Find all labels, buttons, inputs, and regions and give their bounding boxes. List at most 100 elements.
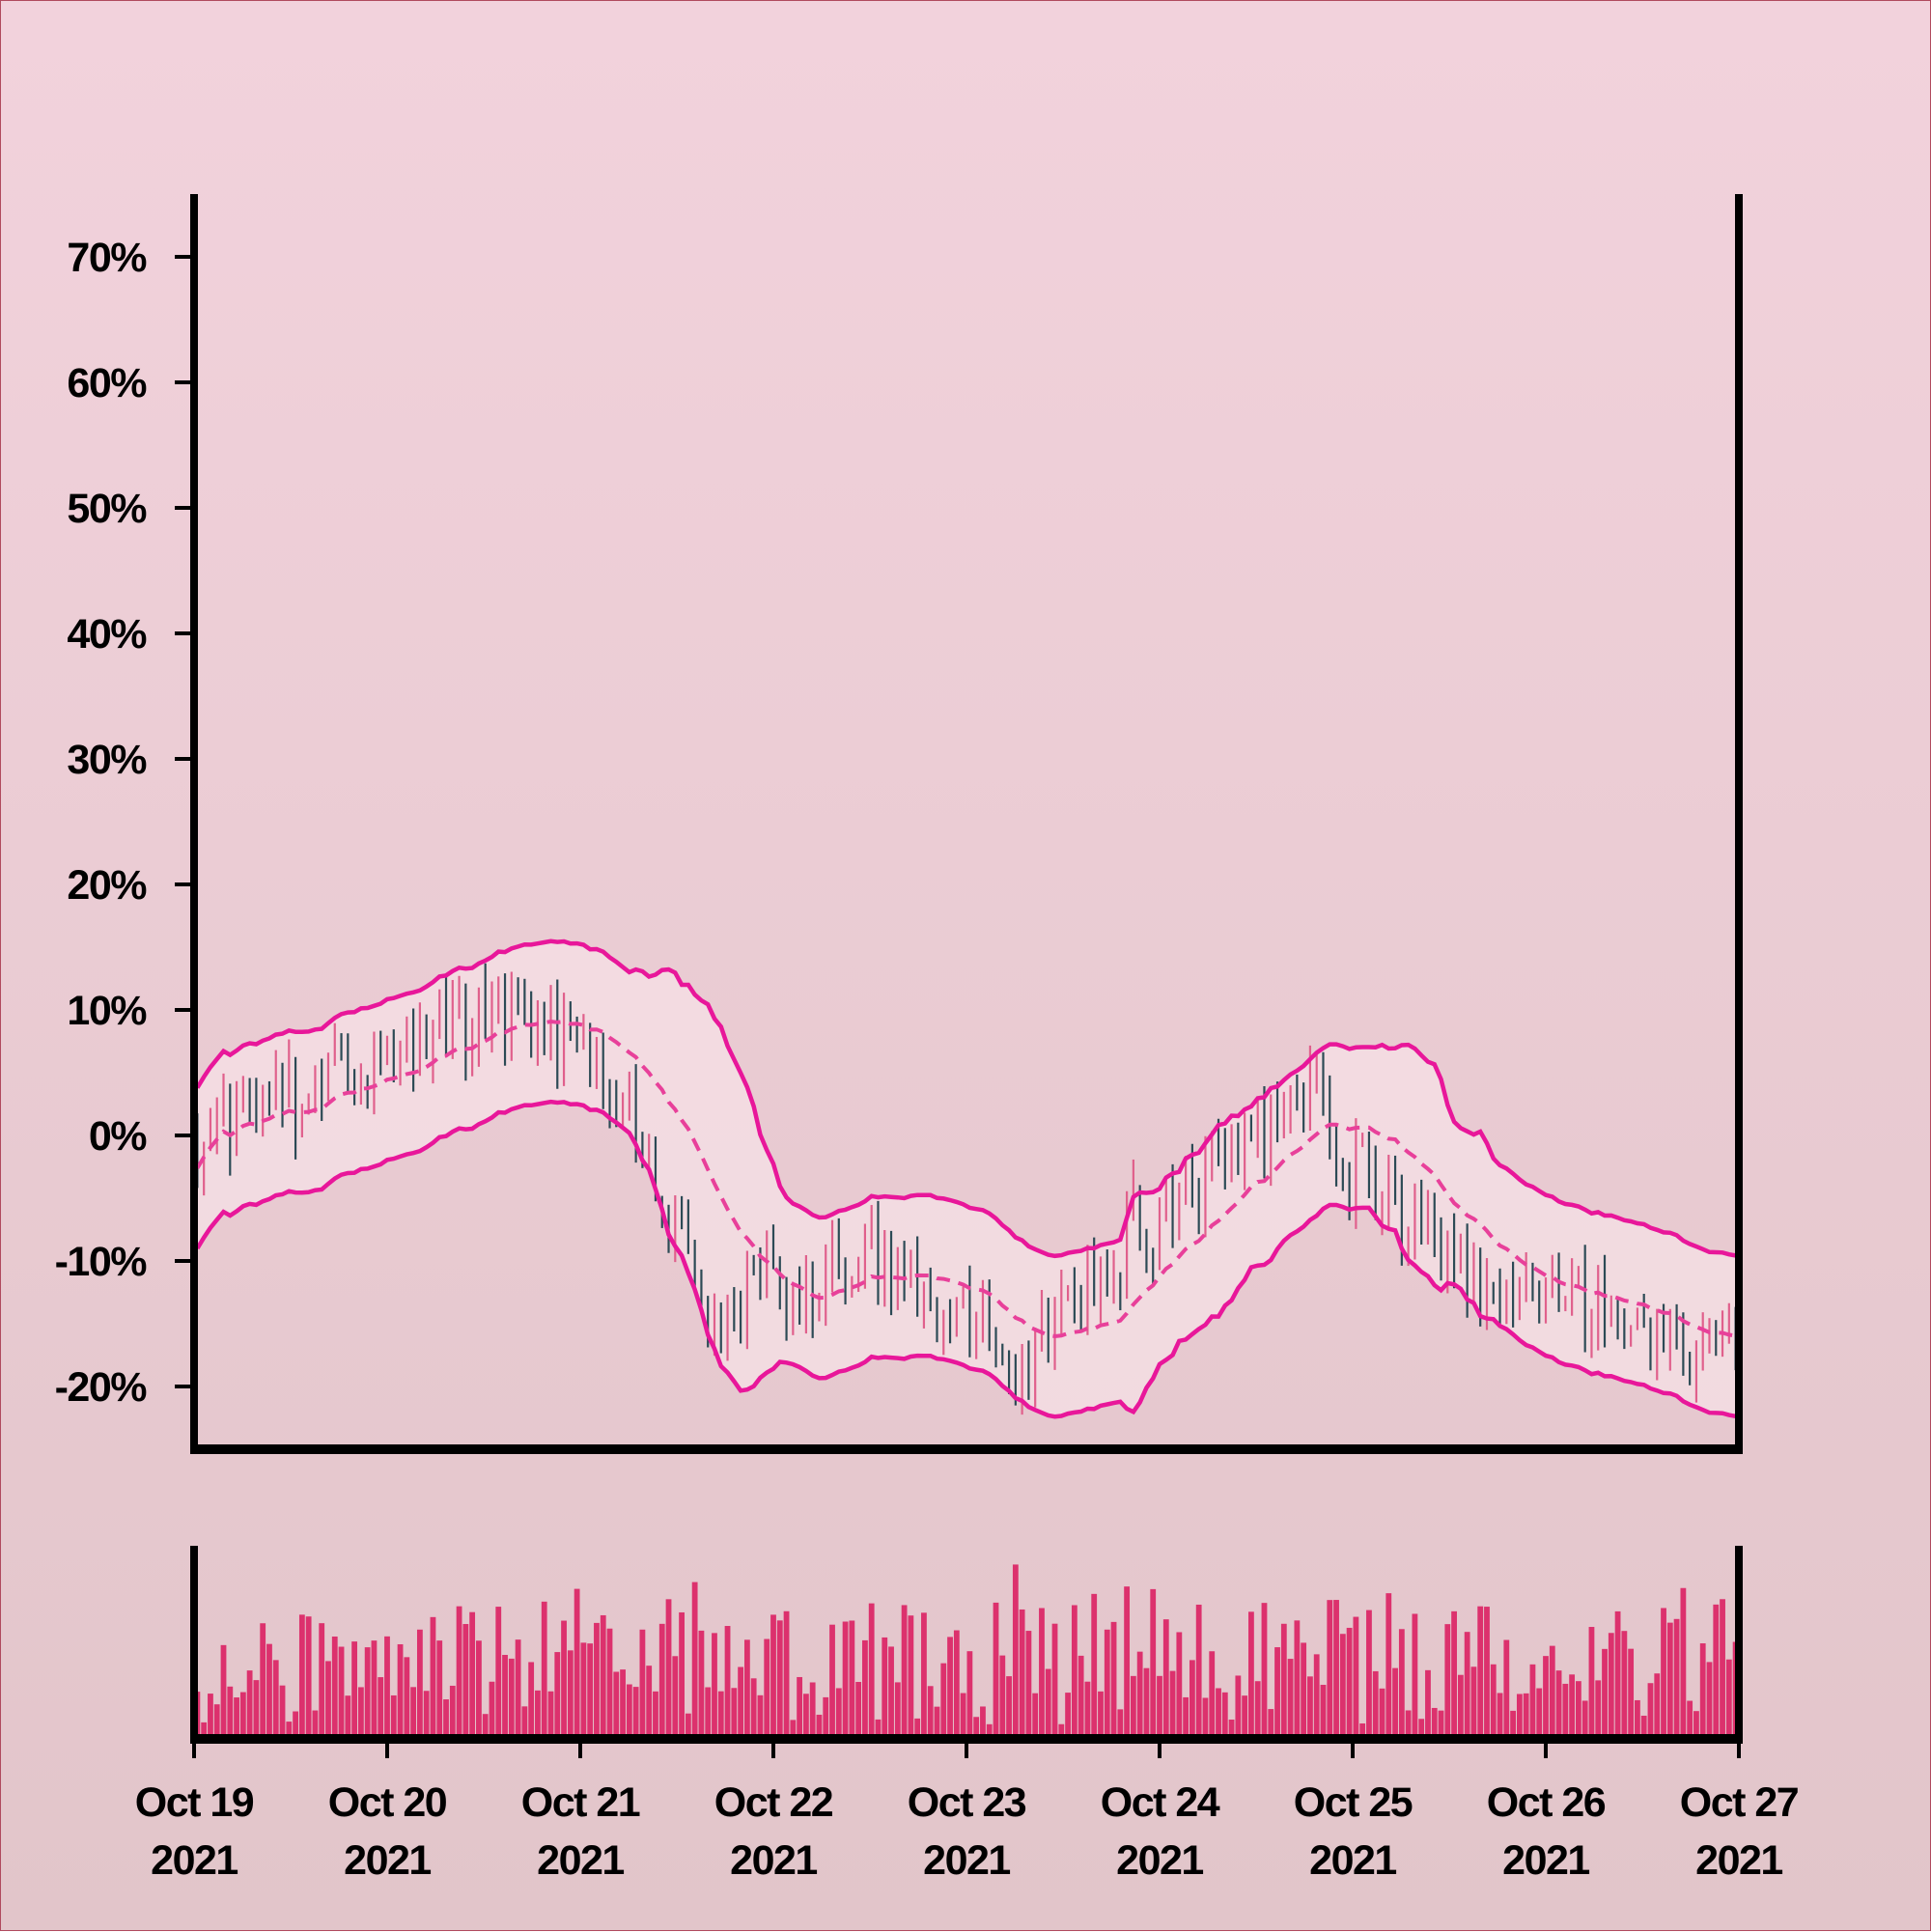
volume-bar-106	[888, 1646, 894, 1739]
volume-bar-128	[1032, 1693, 1039, 1739]
volume-bar-104	[875, 1719, 882, 1739]
bollinger-lower-band	[195, 1099, 1736, 1419]
volume-bar-100	[849, 1620, 855, 1739]
volume-bar-72	[665, 1599, 672, 1739]
volume-bar-5	[227, 1686, 234, 1739]
volume-bar-218	[1621, 1631, 1628, 1739]
volume-bar-35	[423, 1691, 430, 1739]
y-tick-label: 60%	[67, 360, 147, 406]
x-tick-label-year: 2021	[1309, 1837, 1396, 1884]
volume-bar-156	[1216, 1688, 1221, 1739]
volume-bar-231	[1706, 1662, 1713, 1739]
volume-bar-194	[1464, 1632, 1470, 1739]
volume-bar-212	[1581, 1700, 1588, 1739]
volume-bar-205	[1536, 1688, 1543, 1739]
volume-bar-173	[1327, 1600, 1333, 1739]
volume-bar-115	[947, 1637, 953, 1739]
y-tick-label: 10%	[67, 988, 147, 1034]
volume-bar-96	[823, 1696, 829, 1739]
volume-bar-69	[646, 1666, 653, 1739]
volume-bar-32	[404, 1657, 410, 1739]
volume-bar-79	[712, 1633, 717, 1739]
volume-bar-36	[430, 1616, 436, 1739]
volume-bar-44	[482, 1714, 489, 1739]
volume-bar-86	[757, 1694, 764, 1739]
volume-bar-13	[279, 1685, 286, 1739]
volume-bar-180	[1372, 1670, 1379, 1739]
volume-bar-198	[1490, 1664, 1497, 1739]
volume-bar-2	[208, 1694, 213, 1739]
volume-bar-47	[502, 1654, 508, 1739]
volume-bar-188	[1425, 1669, 1431, 1739]
volume-bar-174	[1333, 1600, 1339, 1739]
volume-bar-49	[515, 1639, 521, 1739]
volume-bar-144	[1136, 1651, 1143, 1739]
volume-bar-123	[999, 1655, 1006, 1739]
volume-bar-57	[567, 1650, 574, 1739]
volume-bar-210	[1569, 1674, 1576, 1739]
volume-bar-207	[1549, 1645, 1555, 1739]
volume-bar-73	[672, 1656, 679, 1739]
volume-bar-131	[1051, 1623, 1058, 1739]
volume-bar-225	[1666, 1622, 1673, 1739]
volume-bar-176	[1346, 1627, 1353, 1739]
volume-bar-162	[1254, 1681, 1261, 1739]
volume-bar-39	[449, 1685, 456, 1739]
volume-bar-143	[1130, 1675, 1136, 1739]
volume-bar-133	[1065, 1693, 1071, 1739]
volume-bar-197	[1484, 1607, 1490, 1739]
volume-bar-147	[1157, 1675, 1162, 1739]
volume-bar-137	[1091, 1593, 1098, 1739]
volume-bar-16	[298, 1614, 305, 1739]
volume-bar-134	[1071, 1605, 1077, 1739]
volume-bar-42	[469, 1611, 476, 1739]
x-tick-label-date: Oct 27	[1680, 1779, 1799, 1826]
volume-bar-165	[1274, 1647, 1280, 1739]
volume-bar-206	[1543, 1656, 1549, 1739]
x-tick-label-date: Oct 21	[521, 1779, 640, 1826]
volume-bar-45	[489, 1681, 495, 1739]
volume-bar-160	[1242, 1695, 1248, 1739]
volume-bar-51	[528, 1662, 535, 1739]
volume-bar-148	[1162, 1619, 1169, 1739]
volume-bar-37	[436, 1640, 443, 1739]
volume-bar-40	[456, 1606, 462, 1739]
volume-bar-99	[842, 1621, 849, 1739]
volume-bar-177	[1353, 1616, 1359, 1739]
volume-bar-234	[1725, 1659, 1732, 1739]
y-axis-ticks: -20% -10% 0% 10% 20% 30% 40% 50% 60% 70%	[55, 235, 194, 1411]
volume-bar-series	[194, 1564, 1739, 1739]
volume-bar-196	[1477, 1606, 1484, 1739]
volume-bar-93	[802, 1694, 809, 1739]
x-tick-label-date: Oct 22	[714, 1779, 833, 1826]
candlestick-series	[196, 963, 1737, 1415]
volume-bar-61	[594, 1622, 600, 1739]
volume-bar-181	[1379, 1688, 1385, 1739]
volume-bar-113	[934, 1706, 940, 1739]
volume-bar-204	[1529, 1664, 1536, 1739]
volume-bar-80	[717, 1691, 724, 1739]
volume-bar-223	[1654, 1673, 1661, 1739]
volume-bar-46	[495, 1607, 502, 1739]
volume-bar-19	[319, 1623, 325, 1739]
volume-bar-65	[620, 1669, 626, 1739]
volume-bar-152	[1189, 1660, 1195, 1739]
volume-bar-107	[894, 1682, 901, 1739]
volume-bar-129	[1039, 1608, 1045, 1739]
volume-bar-112	[927, 1686, 934, 1739]
volume-bar-185	[1405, 1710, 1412, 1739]
volume-bar-71	[658, 1623, 665, 1739]
volume-bar-203	[1523, 1693, 1529, 1739]
volume-bar-18	[312, 1710, 319, 1739]
volume-bar-50	[521, 1706, 528, 1739]
volume-bar-159	[1235, 1675, 1242, 1739]
volume-bar-150	[1176, 1632, 1183, 1739]
volume-bar-224	[1661, 1608, 1666, 1739]
volume-bar-105	[882, 1637, 888, 1739]
volume-bar-168	[1294, 1620, 1301, 1739]
x-tick-label-year: 2021	[923, 1837, 1010, 1884]
volume-bar-166	[1280, 1623, 1287, 1739]
y-tick-label: 40%	[67, 611, 147, 658]
volume-bar-43	[476, 1640, 482, 1739]
